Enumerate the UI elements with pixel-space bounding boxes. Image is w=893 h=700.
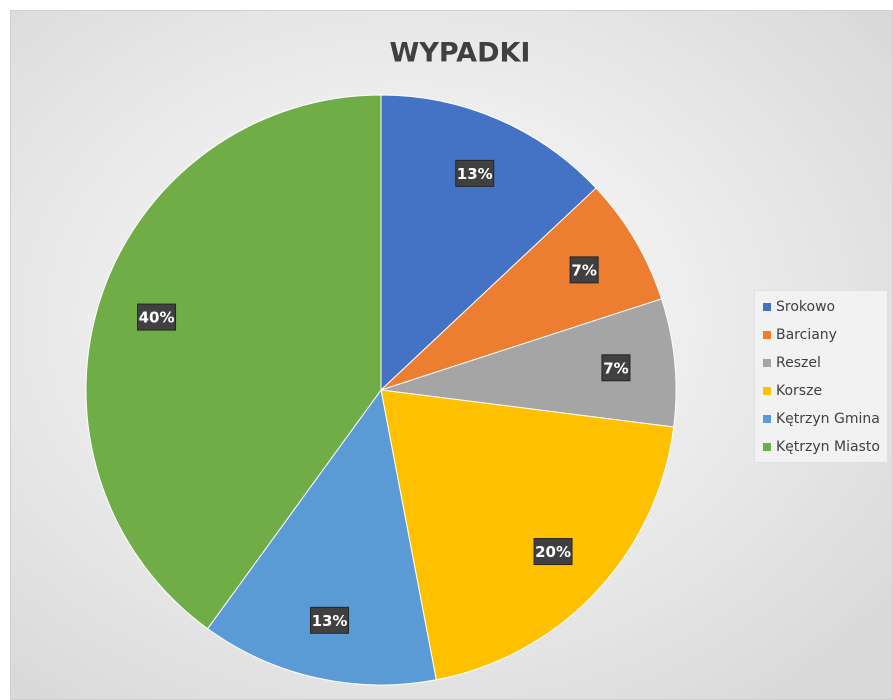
chart-title: WYPADKI xyxy=(390,38,531,69)
data-label: 20% xyxy=(535,543,571,561)
legend xyxy=(754,290,888,463)
data-label: 40% xyxy=(139,309,175,327)
pie-slice xyxy=(380,298,677,428)
legend-label: Kętrzyn Miasto xyxy=(776,439,880,455)
legend-swatch xyxy=(763,331,771,339)
data-label-box xyxy=(533,538,573,566)
data-label-box xyxy=(601,354,631,382)
legend-swatch xyxy=(763,359,771,367)
data-label-box xyxy=(455,159,495,187)
pie-slice xyxy=(380,94,597,392)
data-label: 7% xyxy=(603,359,628,377)
legend-label: Kętrzyn Gmina xyxy=(776,411,880,427)
data-label-box xyxy=(569,256,599,284)
legend-swatch xyxy=(763,415,771,423)
legend-label: Barciany xyxy=(776,327,837,343)
data-label-box xyxy=(137,303,177,331)
pie-slice xyxy=(380,389,675,681)
pie-slice xyxy=(206,388,437,686)
data-label: 13% xyxy=(312,612,348,630)
pie-slice xyxy=(85,94,382,630)
legend-label: Srokowo xyxy=(776,299,835,315)
legend-label: Korsze xyxy=(776,383,822,399)
data-label: 13% xyxy=(457,165,493,183)
legend-swatch xyxy=(763,387,771,395)
legend-swatch xyxy=(763,443,771,451)
legend-swatch xyxy=(763,303,771,311)
legend-label: Reszel xyxy=(776,355,821,371)
data-label: 7% xyxy=(571,261,596,279)
pie-slice xyxy=(380,187,663,391)
data-label-box xyxy=(310,606,350,634)
